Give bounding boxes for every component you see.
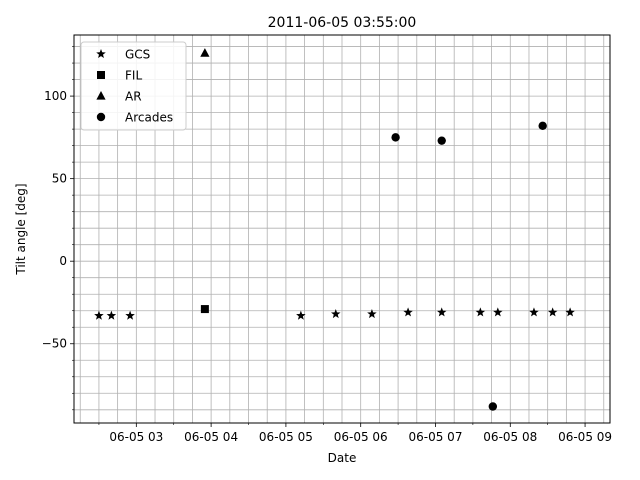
data-point-arcades bbox=[391, 133, 400, 142]
data-point-gcs bbox=[367, 309, 377, 319]
data-point-gcs bbox=[493, 307, 503, 317]
data-point-gcs bbox=[94, 310, 104, 320]
y-axis-label: Tilt angle [deg] bbox=[14, 183, 28, 275]
data-point-gcs bbox=[547, 307, 558, 317]
x-tick-label: 06-05 06 bbox=[334, 430, 388, 444]
legend-label-arcades: Arcades bbox=[125, 111, 173, 125]
x-tick-label: 06-05 03 bbox=[109, 430, 163, 444]
legend: GCS FIL AR Arcades bbox=[80, 41, 187, 131]
chart-title: 2011-06-05 03:55:00 bbox=[268, 15, 417, 31]
legend-entries: GCS FIL AR Arcades bbox=[96, 48, 173, 125]
legend-marker-fil bbox=[97, 71, 105, 79]
data-point-gcs bbox=[403, 307, 413, 317]
axis-ticks: 06-05 03 06-05 04 06-05 05 06-05 06 06-05 07… bbox=[42, 46, 612, 444]
data-point-gcs bbox=[296, 310, 306, 320]
legend-label-ar: AR bbox=[125, 90, 142, 104]
data-point-gcs bbox=[106, 310, 117, 320]
data-point-fil bbox=[200, 305, 209, 314]
x-tick-label: 06-05 08 bbox=[483, 430, 537, 444]
data-points bbox=[94, 48, 575, 411]
legend-label-fil: FIL bbox=[125, 69, 142, 83]
data-point-gcs bbox=[436, 307, 447, 317]
data-point-gcs bbox=[475, 307, 486, 317]
plot-frame bbox=[73, 34, 611, 424]
x-tick-label: 06-05 05 bbox=[259, 430, 313, 444]
x-tick-label: 06-05 04 bbox=[184, 430, 238, 444]
data-point-arcades bbox=[538, 121, 547, 131]
data-point-arcades bbox=[437, 136, 446, 145]
legend-marker-gcs bbox=[96, 49, 106, 59]
y-tick-label: 100 bbox=[44, 89, 67, 103]
data-point-ar bbox=[200, 48, 210, 57]
data-point-gcs bbox=[529, 307, 539, 317]
y-tick-label: 0 bbox=[59, 254, 67, 268]
y-tick-label: −50 bbox=[42, 337, 67, 351]
data-point-gcs bbox=[565, 307, 575, 317]
legend-label-gcs: GCS bbox=[125, 48, 150, 62]
x-tick-label: 06-05 07 bbox=[409, 430, 463, 444]
x-axis-label: Date bbox=[328, 451, 357, 465]
legend-marker-arcades bbox=[96, 112, 106, 122]
data-point-gcs bbox=[125, 310, 135, 320]
legend-box bbox=[80, 41, 187, 131]
data-point-arcades bbox=[488, 402, 498, 411]
legend-marker-ar bbox=[96, 91, 106, 100]
data-point-gcs bbox=[331, 309, 341, 319]
y-tick-label: 50 bbox=[52, 172, 67, 186]
x-tick-label: 06-05 09 bbox=[558, 430, 612, 444]
